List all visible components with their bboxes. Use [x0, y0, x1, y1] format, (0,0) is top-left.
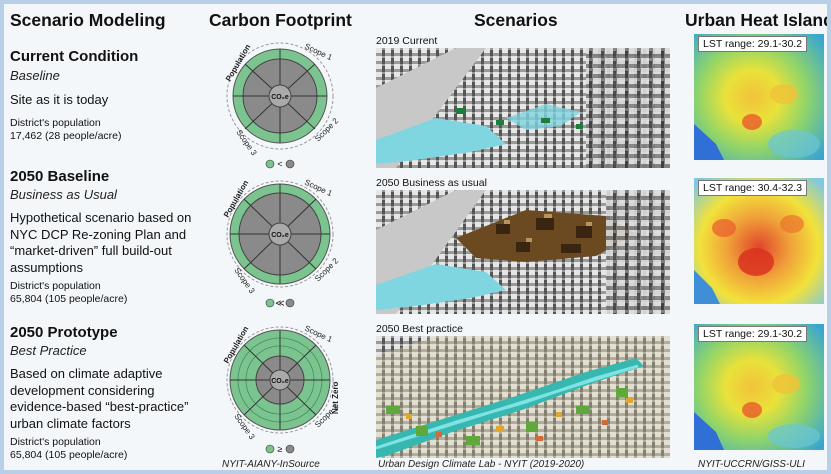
lst-range-row3: LST range: 29.1-30.2	[698, 326, 808, 342]
scenario-image-row3	[376, 336, 670, 458]
scenario-panel-row3: 2050 Best practice	[376, 322, 670, 458]
scenario-label-row1: 2019 Current	[376, 35, 438, 47]
heat-map-row3: LST range: 29.1-30.2	[694, 324, 824, 450]
credit-scenarios: Urban Design Climate Lab - NYIT (2019-20…	[378, 459, 585, 470]
scenario-panel-row1: 2019 Current	[376, 34, 670, 168]
header-urban-heat-island: Urban Heat Island	[685, 10, 831, 30]
carbon-wheel-row1: CO₂e Population Scope 1 Scope 2 Scope 3 …	[216, 34, 344, 169]
row1-population-value: 17,462 (28 people/acre)	[10, 130, 122, 142]
heat-map-row1: LST range: 29.1-30.2	[694, 34, 824, 160]
carbon-wheel-row3: CO₂e Population Scope 1 Scope 2 Scope 3 …	[216, 322, 344, 454]
scenario-label-row3: 2050 Best practice	[376, 323, 463, 335]
scenario-image-row1	[376, 48, 670, 168]
row2-comparison: ≪	[275, 298, 284, 308]
row1-description: Site as it is today	[10, 92, 109, 107]
header-carbon-footprint: Carbon Footprint	[209, 10, 352, 30]
heat-map-row2: LST range: 30.4-32.3	[694, 178, 824, 304]
row2-population-label: District's population	[10, 280, 101, 292]
scenario-label-row2: 2050 Business as usual	[376, 177, 487, 189]
row1-wheel-center: CO₂e	[271, 94, 289, 101]
row2-population-value: 65,804 (105 people/acre)	[10, 293, 128, 305]
row3-subtitle: Best Practice	[10, 343, 87, 358]
credit-carbon: NYIT-AIANY-InSource	[222, 459, 320, 470]
row2-population: District's population 65,804 (105 people…	[10, 280, 127, 306]
lst-range-row1: LST range: 29.1-30.2	[698, 36, 808, 52]
row1-comparison: <	[277, 159, 282, 169]
row3-population: District's population 65,804 (105 people…	[10, 436, 127, 462]
header-scenario-modeling: Scenario Modeling	[10, 10, 166, 30]
row2-wheel-center: CO₂e	[271, 232, 289, 239]
row2-subtitle: Business as Usual	[10, 187, 117, 202]
row3-title: 2050 Prototype	[10, 324, 118, 341]
header-scenarios: Scenarios	[474, 10, 558, 30]
row3-net-zero: Net Zero	[331, 381, 340, 414]
row1-subtitle: Baseline	[10, 68, 60, 83]
row3-description: Based on climate adaptive development co…	[10, 366, 189, 431]
lst-range-row2: LST range: 30.4-32.3	[698, 180, 808, 196]
carbon-wheel-row2: CO₂e Population Scope 1 Scope 2 Scope 3 …	[216, 174, 344, 308]
row2-title: 2050 Baseline	[10, 168, 110, 185]
row2-description: Hypothetical scenario based on NYC DCP R…	[10, 210, 192, 275]
scenario-image-row2	[376, 190, 670, 314]
row1-population: District's population 17,462 (28 people/…	[10, 117, 122, 143]
row3-comparison: ≥	[278, 444, 283, 454]
row3-population-label: District's population	[10, 436, 101, 448]
row3-wheel-center: CO₂e	[271, 378, 289, 385]
row3-population-value: 65,804 (105 people/acre)	[10, 449, 128, 461]
row1-title: Current Condition	[10, 48, 139, 65]
credit-heat: NYIT-UCCRN/GISS-ULI	[698, 459, 805, 470]
row1-population-label: District's population	[10, 117, 101, 129]
scenario-panel-row2: 2050 Business as usual	[376, 176, 670, 314]
